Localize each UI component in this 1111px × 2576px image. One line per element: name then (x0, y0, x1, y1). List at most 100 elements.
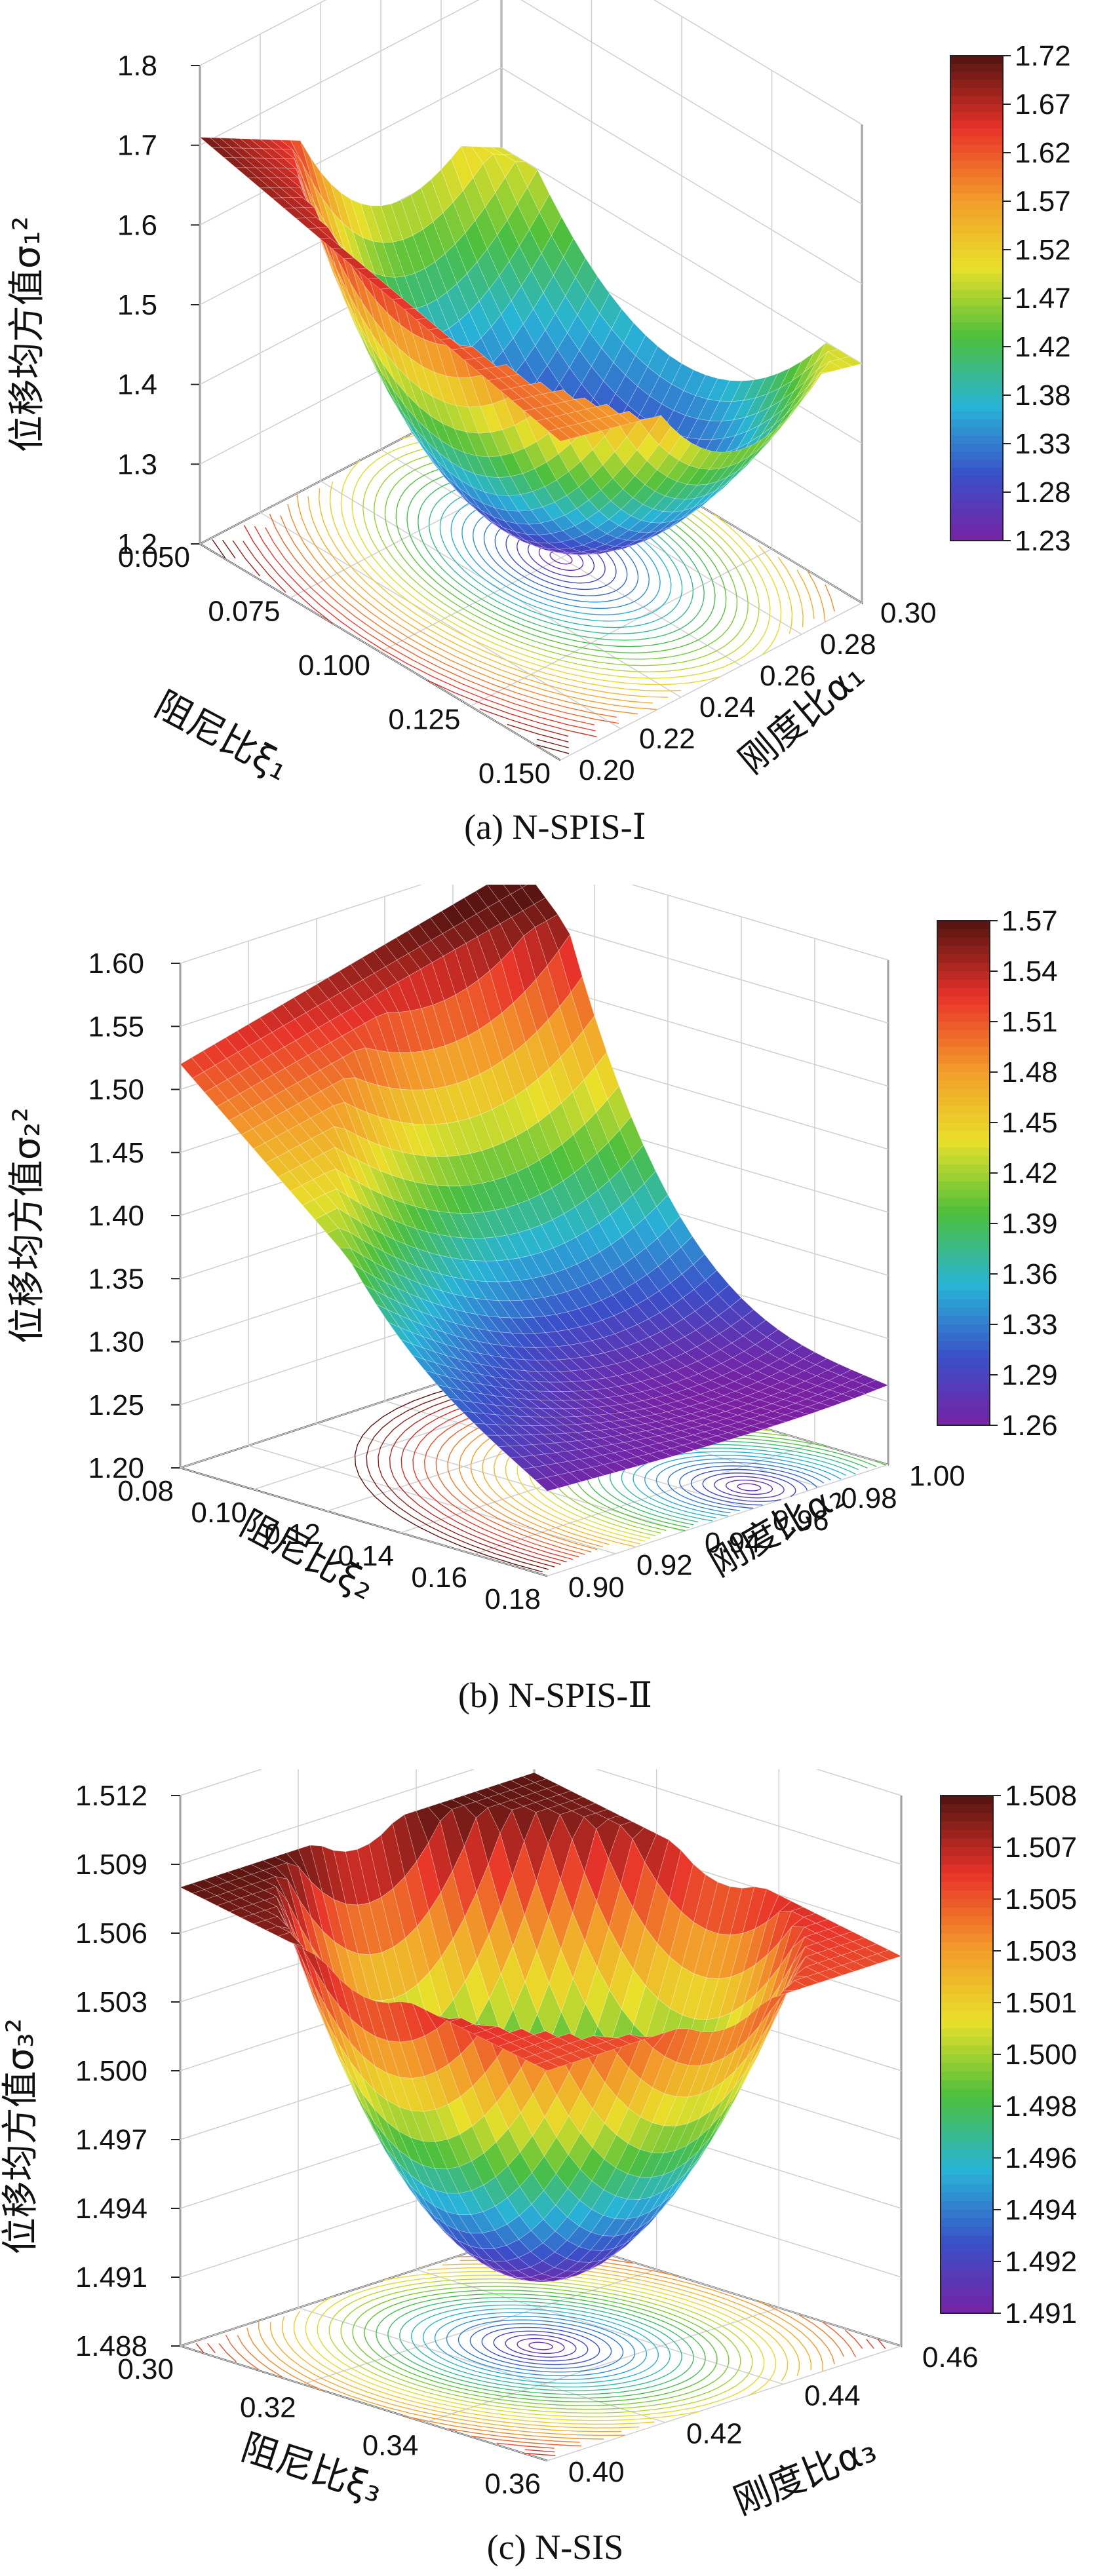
contour-line (469, 2323, 612, 2369)
colorbar-segment (941, 1821, 993, 1831)
colorbar-tick-label: 1.54 (1002, 955, 1058, 988)
contour-line (777, 556, 804, 627)
colorbar-segment (941, 1847, 993, 1857)
colorbar-segment (937, 946, 990, 955)
contour-line (395, 462, 727, 653)
colorbar-segment (941, 2097, 993, 2107)
colorbar-segment (950, 258, 1003, 267)
surface-patch (829, 1965, 855, 1976)
surface-patch (747, 1997, 772, 2040)
colorbar-segment (941, 2235, 993, 2245)
x-tick-label: 0.125 (388, 704, 460, 736)
y-tick-label: 0.40 (568, 2456, 625, 2488)
colorbar-segment (950, 322, 1003, 332)
colorbar-segment (941, 1813, 993, 1822)
contour-line (446, 2315, 636, 2377)
colorbar-segment (941, 2192, 993, 2202)
colorbar-segment (941, 2183, 993, 2193)
y-tick-label: 0.94 (705, 1527, 761, 1559)
surface-patch (772, 1414, 798, 1423)
surface-mesh (179, 1772, 903, 2282)
contour-line (471, 2435, 582, 2447)
colorbar-segment (937, 1198, 990, 1208)
colorbar-segment (937, 1417, 990, 1426)
z-gridline (180, 885, 889, 964)
colorbar-segment (950, 338, 1003, 347)
contour-line (427, 680, 597, 738)
colorbar-segment (950, 435, 1003, 444)
contour-line (384, 455, 738, 660)
surface-plot-b: 1.20 1.25 1.30 1.35 1.40 1.45 1.50 1.55 1.60 0.08… (6, 885, 1058, 1715)
colorbar-segment (941, 2115, 993, 2124)
colorbar-segment (950, 193, 1003, 202)
contour-line (351, 436, 771, 679)
z-gridline (199, 0, 863, 205)
colorbar-segment (941, 2003, 993, 2012)
colorbar-segment (950, 452, 1003, 461)
colorbar-segment (950, 88, 1003, 97)
contour-line (287, 503, 638, 715)
contour-line (845, 2330, 863, 2349)
contour-line (328, 2278, 753, 2414)
colorbar-tick-label: 1.23 (1015, 525, 1071, 557)
colorbar-segment (937, 1265, 990, 1275)
colorbar-segment (937, 1383, 990, 1393)
colorbar-segment (950, 444, 1003, 453)
colorbar-segment (937, 1215, 990, 1224)
colorbar-segment (941, 2270, 993, 2280)
contour-line (493, 2330, 589, 2362)
contour-line (714, 1476, 785, 1499)
colorbar-segment (941, 2080, 993, 2090)
colorbar-segment (941, 1890, 993, 1900)
colorbar-segment (937, 1257, 990, 1267)
contour-line (411, 2304, 671, 2388)
colorbar-segment (941, 2166, 993, 2176)
surface-patch (534, 2060, 560, 2071)
y-gridline (320, 3, 682, 698)
colorbar-segment (950, 80, 1003, 89)
colorbar-segment (941, 2037, 993, 2047)
surface-patch (636, 1453, 662, 1463)
contour-line (237, 2335, 283, 2377)
colorbar-segment (937, 1156, 990, 1166)
caption: (b) N-SPIS-Ⅱ (458, 1676, 652, 1715)
contour-line (317, 2275, 765, 2417)
contour-line (305, 2296, 699, 2421)
colorbar-segment (950, 411, 1003, 420)
colorbar-segment (937, 1047, 990, 1056)
colorbar-segment (937, 1408, 990, 1418)
y-gridline (180, 1796, 548, 2461)
colorbar-segment (941, 1856, 993, 1866)
surface-patch (728, 444, 752, 467)
colorbar-segment (937, 1223, 990, 1233)
z-tick-label: 1.509 (75, 1849, 147, 1881)
surface-patch (876, 1950, 903, 1961)
colorbar-segment (941, 1916, 993, 1926)
colorbar-segment (937, 921, 990, 930)
tick-labels: 1.488 1.491 1.494 1.497 1.500 1.503 1.506 1.509… (75, 1780, 979, 2500)
surface-patch (704, 1435, 730, 1444)
colorbar-segment (950, 153, 1003, 162)
colorbar-segment (937, 1147, 990, 1157)
colorbar-segment (941, 1933, 993, 1943)
colorbar-tick-label: 1.498 (1005, 2090, 1077, 2123)
colorbar-tick-label: 1.505 (1005, 1883, 1077, 1915)
surface-patch (664, 2028, 690, 2063)
contour-line (281, 2316, 640, 2429)
colorbar-segment (950, 96, 1003, 105)
colorbar-segment (937, 1206, 990, 1216)
chart-panel-b: 1.20 1.25 1.30 1.35 1.40 1.45 1.50 1.55 1.60 0.08… (0, 885, 1111, 1730)
z-axis-label: 位移均方值σ₃² (0, 2018, 42, 2254)
colorbar-segment (950, 290, 1003, 299)
z-tick-label: 1.35 (88, 1263, 144, 1295)
colorbar-segment (941, 1985, 993, 1995)
colorbar-segment (950, 250, 1003, 259)
colorbar-tick-label: 1.36 (1002, 1258, 1058, 1290)
colorbar-segment (950, 306, 1003, 315)
colorbar-segment (937, 1123, 990, 1132)
z-gridline (199, 0, 863, 125)
colorbar-segment (941, 2252, 993, 2262)
colorbar-segment (950, 233, 1003, 242)
colorbar-segment (937, 1332, 990, 1342)
y-tick-label: 0.42 (686, 2418, 743, 2450)
